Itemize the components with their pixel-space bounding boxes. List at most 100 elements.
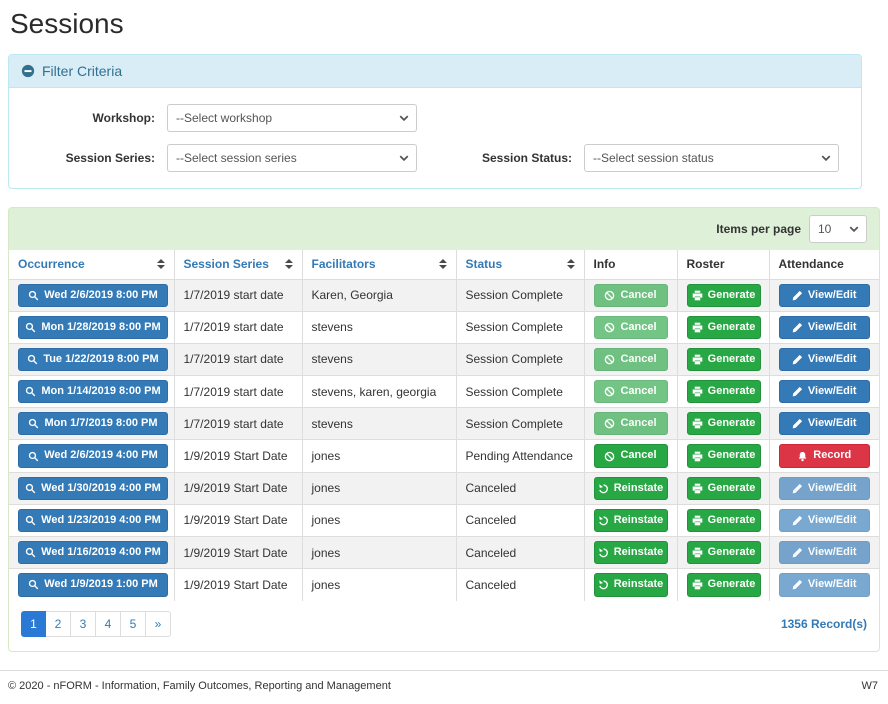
cancel-button-label: Cancel [620,449,657,462]
column-header-occurrence[interactable]: Occurrence [8,249,175,280]
facilitators-cell: stevens, karen, georgia [301,375,457,409]
table-panel-footer: 1 2 3 4 5» 1356 Record(s) [9,601,879,651]
occurrence-button[interactable]: Tue 1/22/2019 8:00 PM [18,347,168,372]
reinstate-icon [598,483,609,494]
reinstate-button[interactable]: Reinstate [593,508,668,532]
occurrence-button[interactable]: Wed 1/16/2019 4:00 PM [18,541,168,565]
occurrence-button[interactable]: Wed 1/30/2019 4:00 PM [18,476,168,500]
info-cell: Cancel [583,310,678,344]
page-button-2[interactable]: 2 [46,610,71,637]
table-row: Wed 1/16/2019 4:00 PM 1/9/2019 Start Date… [8,535,880,570]
view-edit-button-label: View/Edit [807,481,857,494]
generate-button[interactable]: Generate [686,573,761,597]
cancel-button-label: Cancel [620,417,657,430]
view-edit-button[interactable]: View/Edit [778,283,870,307]
pencil-icon [792,354,803,365]
view-edit-button[interactable]: View/Edit [778,380,870,404]
view-edit-button[interactable]: View/Edit [778,412,870,436]
filter-panel-header[interactable]: Filter Criteria [9,55,861,88]
page-button-5[interactable]: 5 [121,610,146,637]
page-button-3[interactable]: 3 [71,610,96,637]
minus-circle-icon[interactable] [21,64,35,78]
occurrence-button[interactable]: Mon 1/28/2019 8:00 PM [18,315,168,339]
session-series-filter-group: Session Series: --Select session series [9,144,417,172]
generate-button-label: Generate [707,385,756,398]
occurrence-button[interactable]: Wed 1/9/2019 1:00 PM [18,573,168,597]
reinstate-button[interactable]: Reinstate [593,541,668,565]
status-cell: Session Complete [455,278,585,312]
sessions-table: Occurrence Session Series Facilitators Stat… [8,249,880,602]
facilitators-cell: stevens [301,407,457,441]
session-series-select[interactable]: --Select session series [167,144,417,172]
page-button-1[interactable]: 1 [21,610,46,637]
workshop-filter-group: Workshop: --Select workshop [9,104,417,132]
generate-button-label: Generate [707,481,756,494]
status-cell: Canceled [455,568,585,602]
session-series-cell: 1/7/2019 start date [173,407,303,441]
generate-button[interactable]: Generate [686,347,761,372]
session-status-select[interactable]: --Select session status [584,144,839,172]
status-cell: Canceled [455,471,585,505]
generate-button[interactable]: Generate [686,380,761,404]
info-cell: Cancel [583,439,678,473]
generate-button[interactable]: Generate [686,283,761,307]
workshop-select[interactable]: --Select workshop [167,104,417,132]
reinstate-button[interactable]: Reinstate [593,573,668,597]
search-icon [28,451,39,462]
occurrence-button[interactable]: Wed 1/23/2019 4:00 PM [18,508,168,532]
generate-button-label: Generate [707,546,756,558]
generate-button-label: Generate [707,578,756,591]
table-row: Wed 1/30/2019 4:00 PM 1/9/2019 Start Date… [8,471,880,505]
wed-1-9-2019-1-00-pm-button-label: Wed 1/9/2019 1:00 PM [44,578,158,591]
view-edit-button[interactable]: View/Edit [778,315,870,339]
reinstate-button-label: Reinstate [613,513,664,526]
cancel-button[interactable]: Cancel [593,444,668,468]
column-header-info: Info [583,249,678,280]
generate-button[interactable]: Generate [686,541,761,565]
copyright-text: © 2020 - nFORM - Information, Family Out… [8,679,391,692]
generate-button[interactable]: Generate [686,412,761,436]
occurrence-button[interactable]: Wed 2/6/2019 4:00 PM [18,444,168,468]
generate-button[interactable]: Generate [686,508,761,532]
view-edit-button[interactable]: View/Edit [778,347,870,372]
printer-icon [692,418,703,429]
status-cell: Canceled [455,503,585,538]
page-button-4[interactable]: 4 [96,610,121,637]
cancel-button: Cancel [593,412,668,436]
occurrence-button[interactable]: Wed 2/6/2019 8:00 PM [18,283,168,307]
occurrence-cell: Wed 1/30/2019 4:00 PM [8,471,175,505]
generate-button-label: Generate [707,320,756,333]
table-header-row: Occurrence Session Series Facilitators Stat… [8,249,880,280]
ban-icon [604,290,615,301]
view-edit-button-label: View/Edit [807,320,857,333]
facilitators-cell: jones [301,503,457,538]
table-body: Wed 2/6/2019 8:00 PM 1/7/2019 start date K… [8,278,880,602]
view-edit-button: View/Edit [778,573,870,597]
occurrence-button[interactable]: Mon 1/7/2019 8:00 PM [18,412,168,436]
pencil-icon [792,515,803,526]
search-icon [28,579,39,590]
roster-cell: Generate [676,568,770,602]
info-cell: Cancel [583,407,678,441]
generate-button[interactable]: Generate [686,315,761,339]
reinstate-button-label: Reinstate [613,578,664,591]
reinstate-button[interactable]: Reinstate [593,476,668,500]
occurrence-button[interactable]: Mon 1/14/2019 8:00 PM [18,380,168,404]
table-row: Wed 1/23/2019 4:00 PM 1/9/2019 Start Date… [8,503,880,538]
generate-button[interactable]: Generate [686,476,761,500]
page-button-next[interactable]: » [146,610,171,637]
sort-icon [284,259,293,270]
column-header-facilitators[interactable]: Facilitators [301,249,457,280]
column-header-status[interactable]: Status [455,249,585,280]
attendance-cell: View/Edit [768,503,880,538]
column-header-session-series[interactable]: Session Series [173,249,303,280]
attendance-cell: View/Edit [768,310,880,344]
items-per-page-select[interactable]: 10 [809,215,867,243]
search-icon [25,386,36,397]
bell-icon [797,451,808,462]
occurrence-cell: Mon 1/7/2019 8:00 PM [8,407,175,441]
record-button[interactable]: Record [778,444,870,468]
cancel-button: Cancel [593,380,668,404]
generate-button-label: Generate [707,288,756,301]
generate-button[interactable]: Generate [686,444,761,468]
